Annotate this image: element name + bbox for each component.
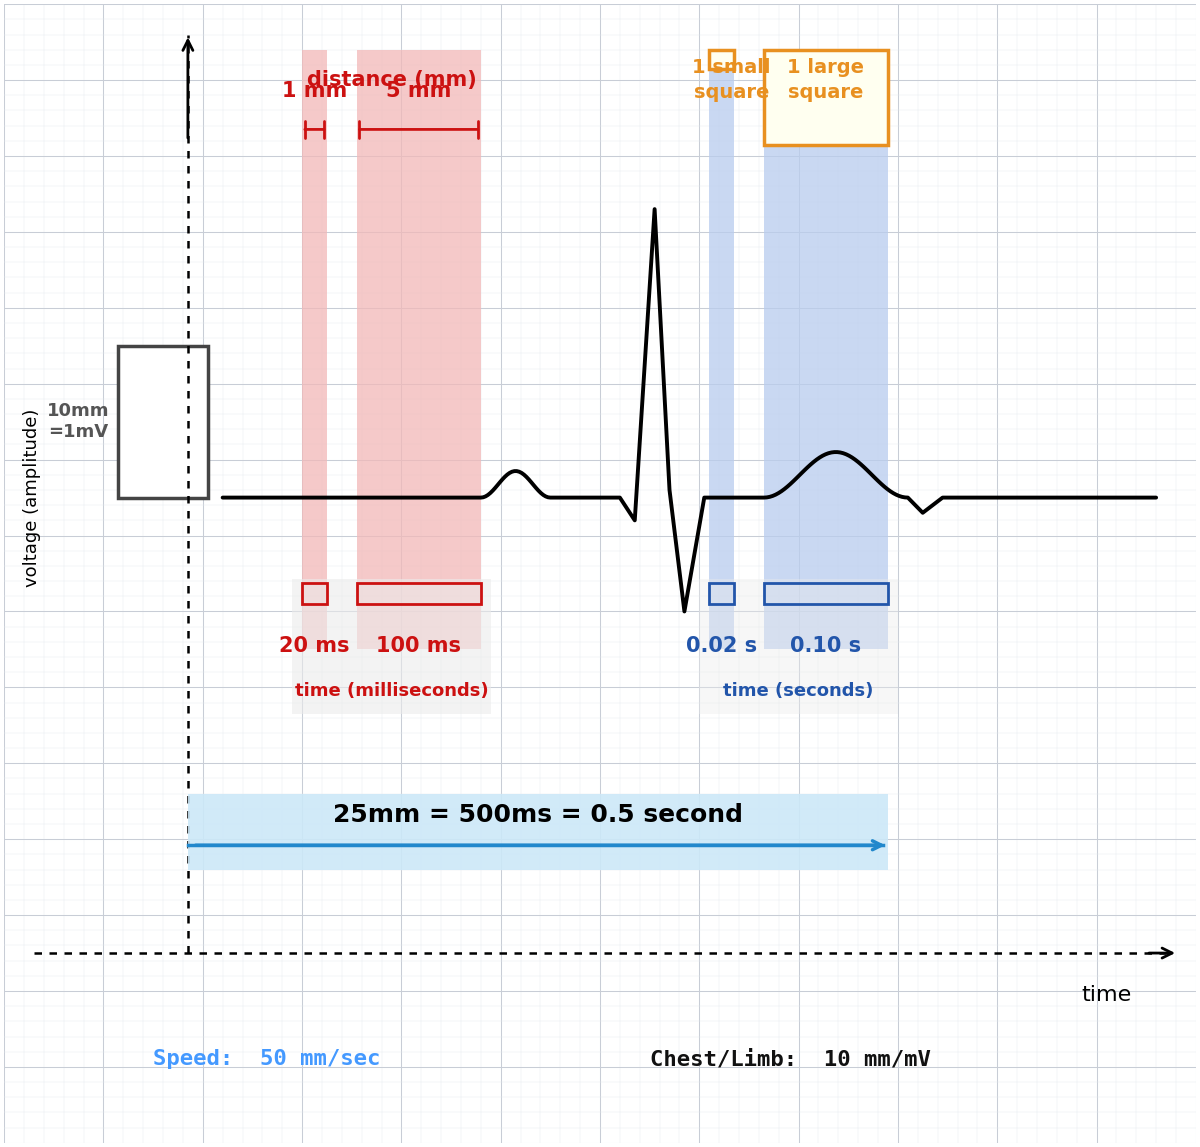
Text: Chest/Limb:  10 mm/mV: Chest/Limb: 10 mm/mV xyxy=(649,1050,930,1069)
Bar xyxy=(356,583,481,603)
Text: 1 small
square: 1 small square xyxy=(692,58,770,102)
Text: 5 mm: 5 mm xyxy=(386,81,451,101)
Bar xyxy=(188,794,888,869)
Text: 1 mm: 1 mm xyxy=(282,81,347,101)
Text: time: time xyxy=(1081,985,1132,1005)
Text: time (seconds): time (seconds) xyxy=(724,682,874,700)
Bar xyxy=(709,49,734,649)
Text: 0.10 s: 0.10 s xyxy=(791,635,862,656)
Text: 10mm
=1mV: 10mm =1mV xyxy=(47,403,110,442)
Bar xyxy=(764,583,888,603)
Bar xyxy=(764,49,888,145)
Text: voltage (amplitude): voltage (amplitude) xyxy=(23,408,41,587)
Text: 25mm = 500ms = 0.5 second: 25mm = 500ms = 0.5 second xyxy=(332,803,743,827)
Bar xyxy=(302,49,326,649)
Text: 1 large
square: 1 large square xyxy=(787,58,864,102)
Text: Speed:  50 mm/sec: Speed: 50 mm/sec xyxy=(154,1050,380,1069)
Bar xyxy=(700,579,898,713)
Bar xyxy=(709,49,734,69)
Text: 100 ms: 100 ms xyxy=(377,635,461,656)
Bar xyxy=(292,579,491,713)
Text: 0.02 s: 0.02 s xyxy=(686,635,757,656)
Bar xyxy=(709,583,734,603)
Bar xyxy=(302,583,326,603)
Text: distance (mm): distance (mm) xyxy=(306,70,476,91)
Bar xyxy=(119,345,208,498)
Bar xyxy=(764,49,888,649)
Text: 20 ms: 20 ms xyxy=(280,635,349,656)
Text: time (milliseconds): time (milliseconds) xyxy=(295,682,488,700)
Bar xyxy=(356,49,481,649)
